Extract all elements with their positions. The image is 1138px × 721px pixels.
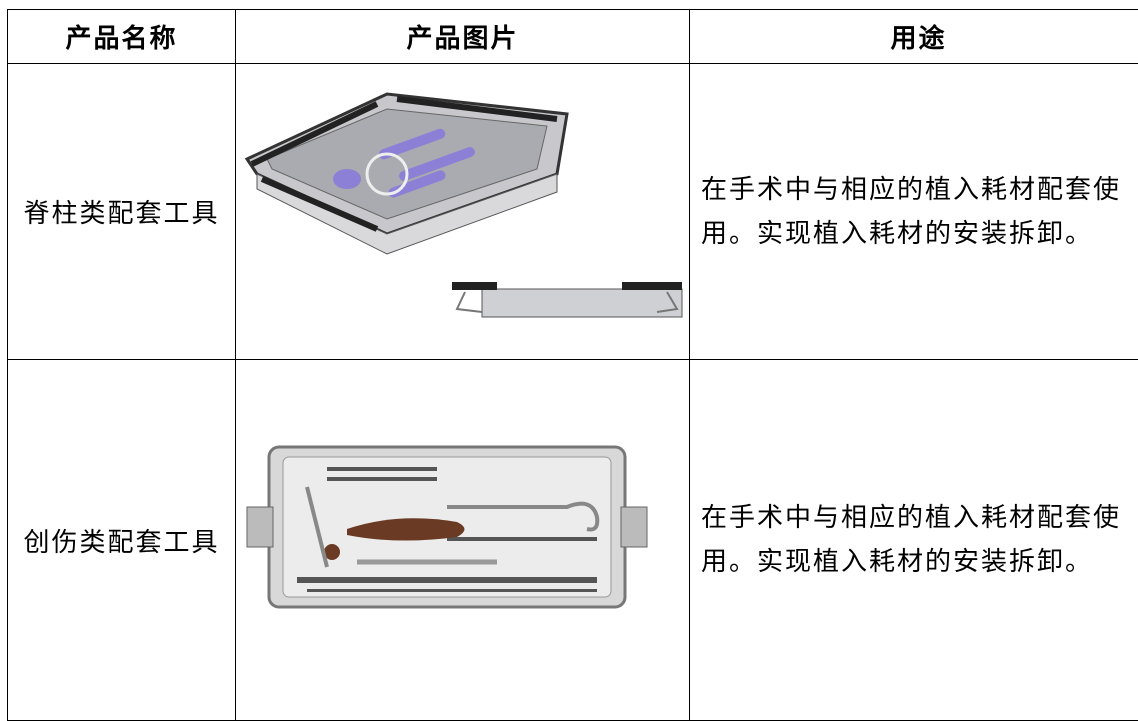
product-name: 创伤类配套工具 [8,360,236,721]
table-row: 脊柱类配套工具 在手术中与相应的植入耗材配套使用 [8,64,1138,360]
product-usage: 在手术中与相应的植入耗材配套使用。实现植入耗材的安装拆卸。 [690,64,1138,360]
product-name: 脊柱类配套工具 [8,64,236,360]
header-row: 产品名称 产品图片 用途 [8,10,1138,64]
tray-image [237,64,689,352]
tray-image [237,417,689,657]
product-table: 产品名称 产品图片 用途 脊柱类配套工具 [7,9,1138,721]
product-image [236,64,690,360]
header-cell: 产品名称 [8,10,236,64]
product-usage: 在手术中与相应的植入耗材配套使用。实现植入耗材的安装拆卸。 [690,360,1138,721]
product-image [236,360,690,721]
header-cell: 用途 [690,10,1138,64]
header-cell: 产品图片 [236,10,690,64]
table-row: 创伤类配套工具 在手术中与相应的植入耗材配套使用。实现植入耗材的安装拆卸。 [8,360,1138,721]
